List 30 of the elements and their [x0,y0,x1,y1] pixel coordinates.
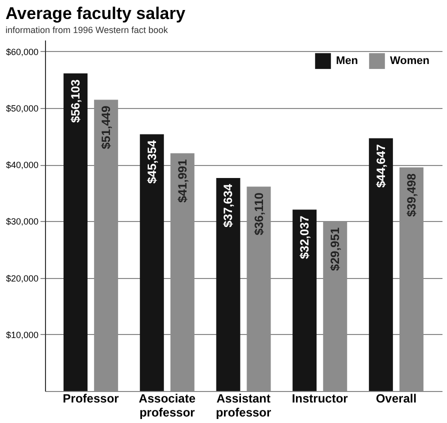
y-tick-label: $50,000 [6,103,38,114]
bar [292,210,317,391]
legend-label: Women [390,55,430,68]
x-tick-label: Instructor [292,392,348,406]
bar [368,138,393,391]
bar [216,178,240,391]
chart-title: Average faculty salary [5,4,186,23]
data-label: $39,498 [404,173,418,217]
x-tick-label: Associate professor [138,392,196,420]
x-tick-label: Overall [376,392,417,406]
chart-subtitle: information from 1996 Western fact book [5,25,168,35]
y-tick-label: $10,000 [6,330,38,340]
y-tick-label: $60,000 [6,46,38,57]
data-label: $29,951 [328,227,342,271]
data-label: $37,634 [221,184,236,228]
data-label: $32,037 [298,215,312,260]
x-tick-label: Assistant professor [216,392,272,420]
x-tick-label: Professor [62,392,120,406]
data-label: $36,110 [252,192,266,236]
bar [64,73,88,391]
data-label: $56,103 [68,79,83,123]
bar [140,134,164,391]
legend-label: Men [336,55,358,68]
data-label: $41,991 [175,158,190,203]
data-label: $45,354 [144,140,159,184]
data-label: $44,647 [374,144,388,188]
data-label: $51,449 [99,105,114,150]
y-tick-label: $20,000 [6,273,38,284]
y-tick-label: $40,000 [6,160,38,170]
y-tick-label: $30,000 [6,216,38,227]
